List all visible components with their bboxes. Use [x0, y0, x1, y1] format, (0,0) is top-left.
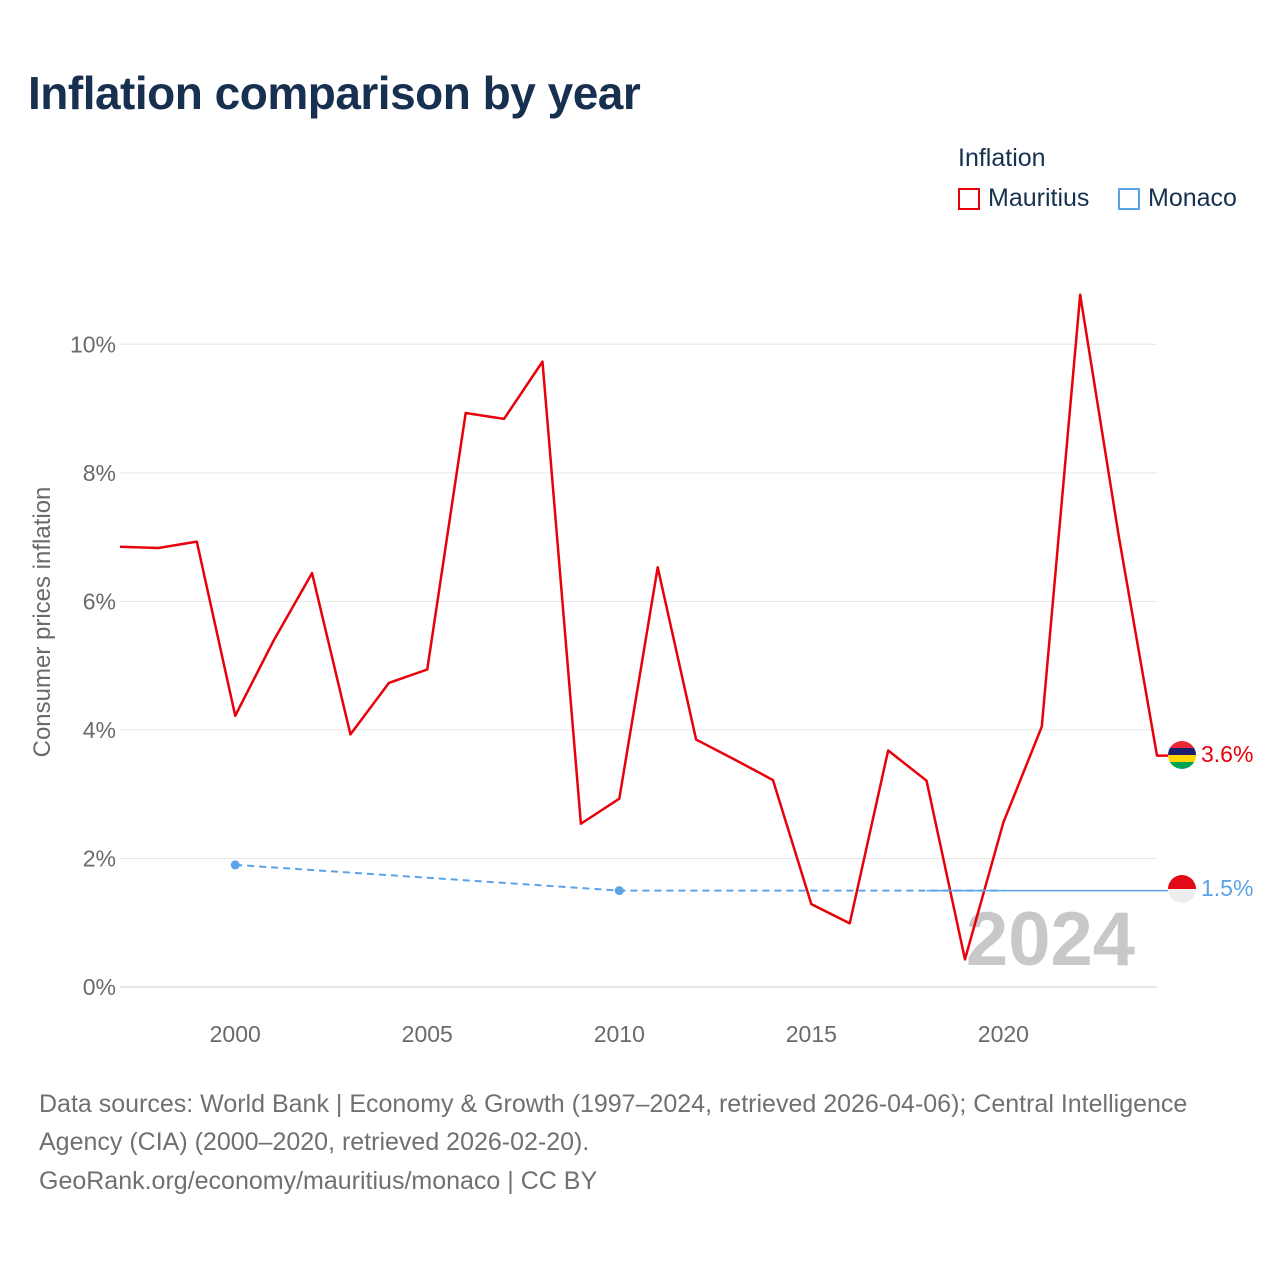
year-watermark: 2024	[966, 897, 1135, 982]
y-tick-label: 4%	[83, 717, 116, 743]
y-tick-label: 6%	[83, 588, 116, 614]
legend-item-mauritius[interactable]: Mauritius	[958, 184, 1089, 213]
y-tick-label: 10%	[70, 331, 116, 357]
legend-label-monaco: Monaco	[1148, 184, 1237, 212]
chart-plot: 0% 2% 4% 6% 8% 10% 2000 2005 2010 2015 2020 2024 C…	[29, 293, 1253, 1047]
legend-title: Inflation	[958, 144, 1046, 172]
y-axis-title: Consumer prices inflation	[29, 487, 56, 758]
legend-swatch-monaco	[1118, 187, 1140, 210]
footer-attribution[interactable]: GeoRank.org/economy/mauritius/monaco | C…	[39, 1167, 598, 1195]
mauritius-end-label: 3.6%	[1201, 741, 1253, 767]
data-point-monaco[interactable]	[230, 860, 240, 870]
monaco-flag-icon	[1168, 875, 1196, 903]
legend-swatch-mauritius	[958, 187, 980, 210]
y-tick-label: 8%	[83, 460, 116, 486]
x-tick-label: 2005	[402, 1021, 453, 1047]
x-tick-label: 2010	[594, 1021, 645, 1047]
y-tick-label: 2%	[83, 845, 116, 871]
series-line-mauritius	[119, 293, 1168, 961]
mauritius-flag-icon	[1168, 741, 1196, 769]
legend-label-mauritius: Mauritius	[988, 184, 1090, 212]
legend-item-monaco[interactable]: Monaco	[1118, 184, 1237, 213]
y-tick-label: 0%	[83, 974, 116, 1000]
x-tick-label: 2000	[210, 1021, 261, 1047]
footer-sources-line1: Data sources: World Bank | Economy & Gro…	[39, 1090, 1188, 1118]
footer-sources-line2: Agency (CIA) (2000–2020, retrieved 2026-…	[39, 1128, 590, 1156]
x-tick-label: 2015	[786, 1021, 837, 1047]
x-tick-label: 2020	[978, 1021, 1029, 1047]
data-point-monaco[interactable]	[614, 886, 624, 896]
chart-title: Inflation comparison by year	[28, 67, 641, 119]
monaco-end-label: 1.5%	[1201, 875, 1253, 901]
